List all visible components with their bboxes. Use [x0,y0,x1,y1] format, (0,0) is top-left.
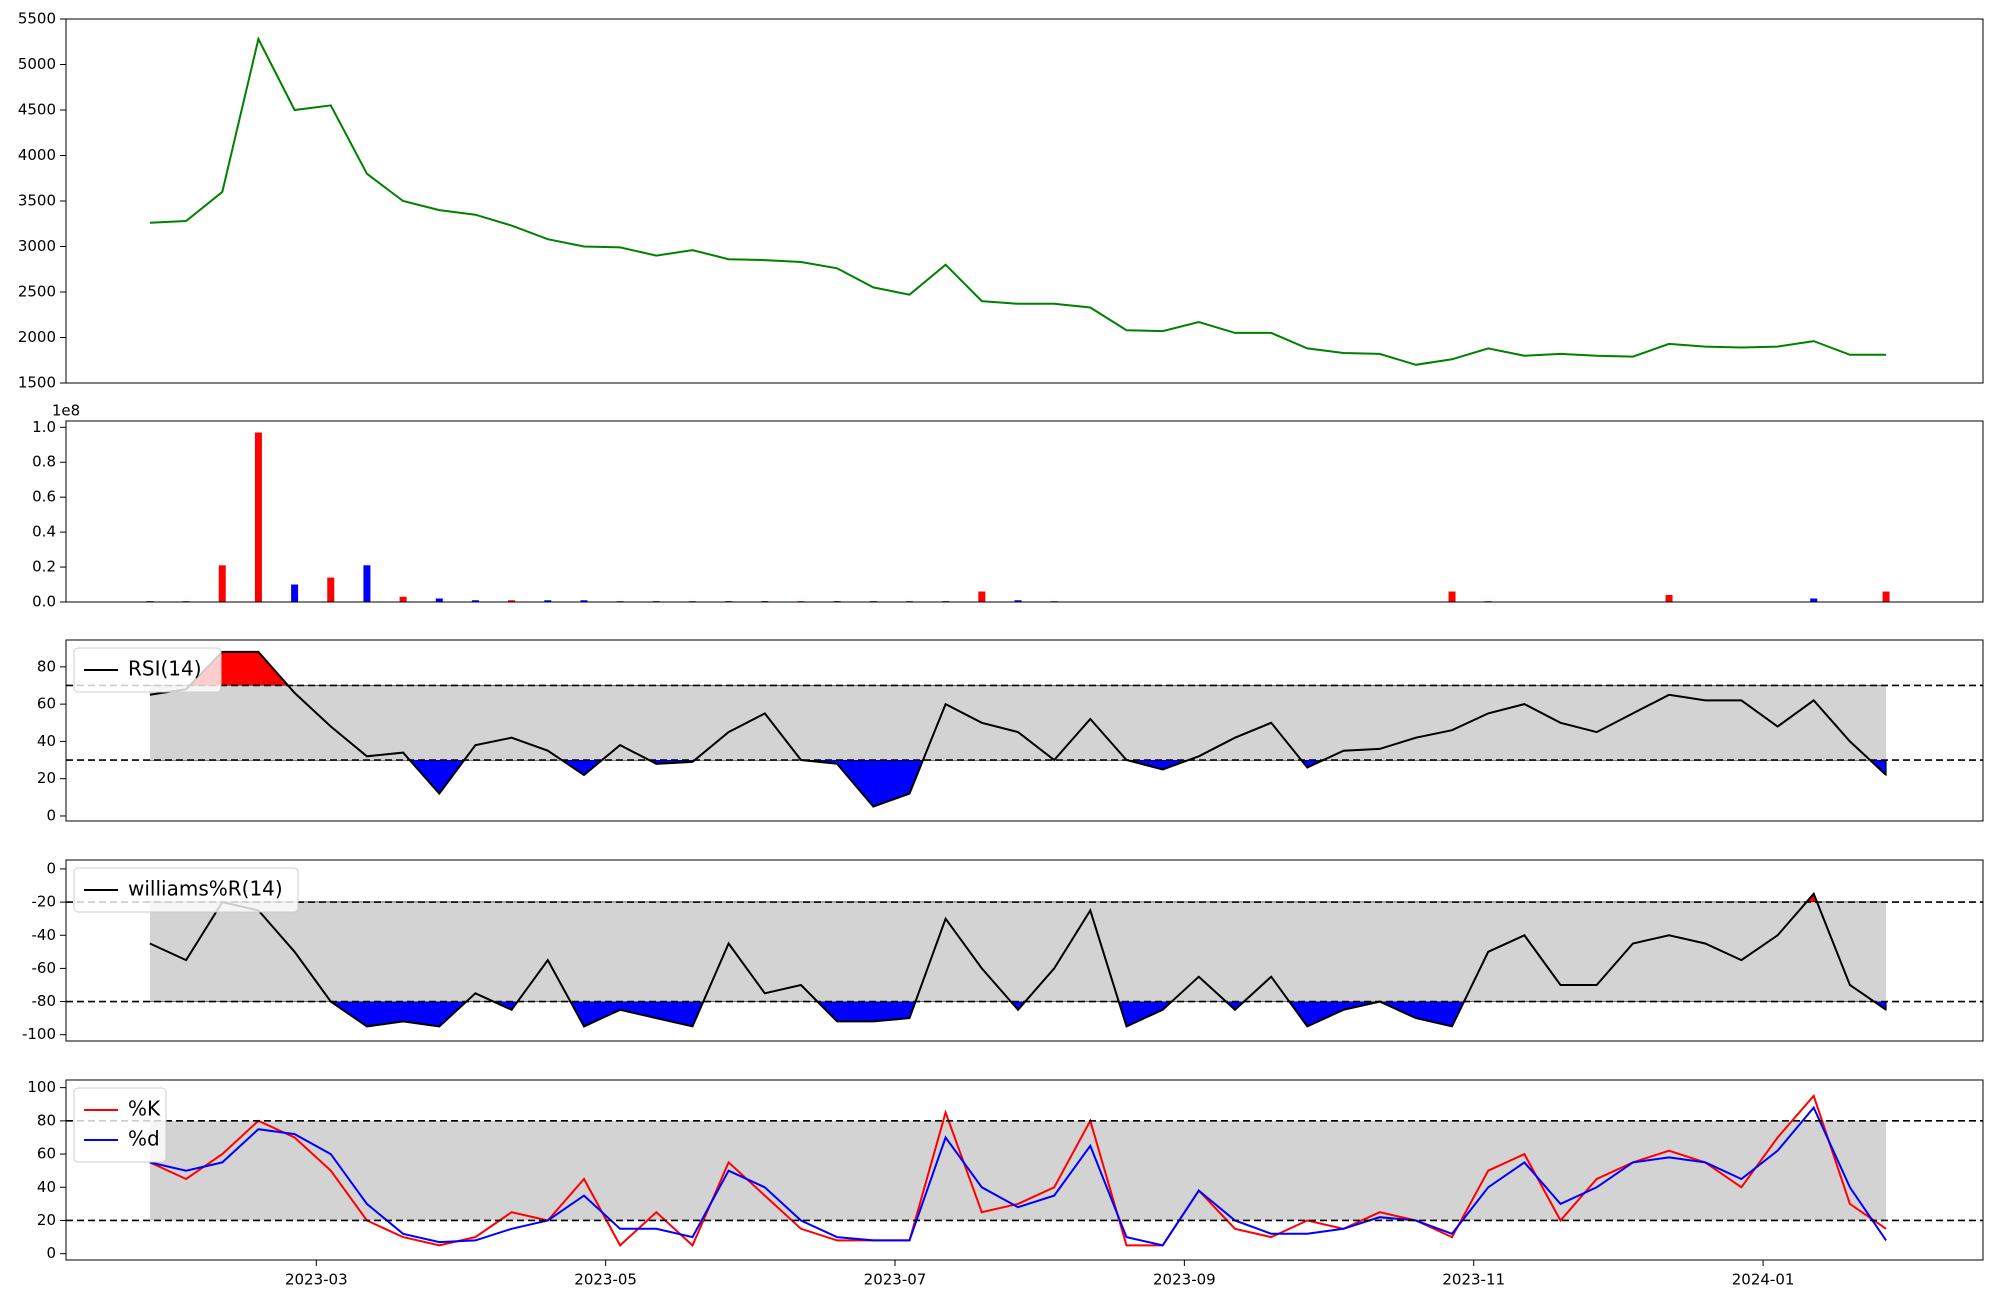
panel: 1500 2000 2500 3000 3500 4000 4500 5000 5500 [18,10,1984,392]
y-tick-label: 0 [46,806,56,824]
y-tick-label: 60 [37,1145,56,1163]
legend: williams%R(14) [73,867,299,913]
y-tick-label: 0.4 [32,523,56,541]
y-tick-label: 20 [37,1211,56,1229]
legend-box [73,647,222,693]
y-tick-label: 40 [37,1178,56,1196]
plot-frame [65,420,1984,603]
legend-label: williams%R(14) [128,877,283,901]
y-tick-label: 1500 [18,374,56,392]
y-tick-label: 0.0 [32,593,56,611]
legend-box [73,867,299,913]
x-tick-label: 2023-05 [574,1271,637,1289]
bar [254,432,262,602]
plot-frame [65,859,1984,1042]
bar [1882,591,1890,602]
bar [363,565,371,602]
y-tick-label: 40 [37,732,56,750]
y-tick-label: -40 [32,926,57,944]
y-tick-label: 2500 [18,283,56,301]
indicator-line [149,650,1887,808]
indicator-line [149,891,1887,1028]
y-tick-label: 0.6 [32,488,56,506]
y-tick-label: 80 [37,1111,56,1129]
legend-label: %K [128,1097,161,1121]
y-tick-label: 80 [37,657,56,675]
bar [544,600,552,602]
bar [471,600,479,602]
legend-label: %d [128,1127,160,1151]
bar [1810,598,1818,602]
bar [327,577,335,602]
y-tick-label: 0 [46,1244,56,1262]
y-tick-label: -60 [32,959,57,977]
y-tick-label: -20 [32,893,57,911]
x-tick-label: 2023-07 [864,1271,927,1289]
y-tick-label: 3500 [18,192,56,210]
y-tick-label: 4000 [18,146,56,164]
y-tick-label: 60 [37,695,56,713]
y-tick-label: 3000 [18,237,56,255]
y-offset-label: 1e8 [52,402,80,420]
neutral-band [149,685,1887,761]
plot-frame [65,1079,1984,1261]
bar [1448,591,1456,602]
bar [978,591,986,602]
indicator-line [149,1105,1887,1247]
bar [291,584,299,602]
y-tick-label: 4500 [18,101,56,119]
x-tick-label: 2023-09 [1153,1271,1216,1289]
bar [580,600,588,602]
bar [508,600,516,602]
y-tick-label: 0 [46,859,56,877]
price-line [149,36,1887,366]
y-tick-label: 5500 [18,10,56,28]
y-tick-label: -100 [22,1025,56,1043]
neutral-band [149,1120,1887,1221]
plot-frame [65,18,1984,384]
legend: %K %d [73,1087,167,1163]
y-tick-label: 20 [37,769,56,787]
panel: 0 20 40 60 80 RSI(14) [37,639,1984,824]
legend-box [73,1087,167,1163]
plot-frame [65,639,1984,822]
panel: 0 20 40 60 80 100 2023-03 2023-05 2023-07 2023-09… [27,1078,1984,1289]
y-tick-label: 0.2 [32,558,56,576]
y-tick-label: 5000 [18,55,56,73]
indicator-line [149,1093,1887,1248]
x-tick-label: 2024-01 [1732,1271,1795,1289]
y-tick-label: -80 [32,992,57,1010]
legend-label: RSI(14) [128,657,202,681]
bar [435,598,443,602]
bar [399,596,407,602]
y-tick-label: 0.8 [32,453,56,471]
y-tick-label: 1.0 [32,418,56,436]
bar [218,565,226,602]
y-tick-label: 2000 [18,328,56,346]
y-tick-label: 100 [27,1078,56,1096]
legend: RSI(14) [73,647,222,693]
x-tick-label: 2023-11 [1442,1271,1505,1289]
x-tick-label: 2023-03 [285,1271,348,1289]
panel: -100 -80 -60 -40 -20 0 williams%R(14) [22,859,1984,1043]
bar [1014,600,1022,602]
bar [1665,595,1673,602]
